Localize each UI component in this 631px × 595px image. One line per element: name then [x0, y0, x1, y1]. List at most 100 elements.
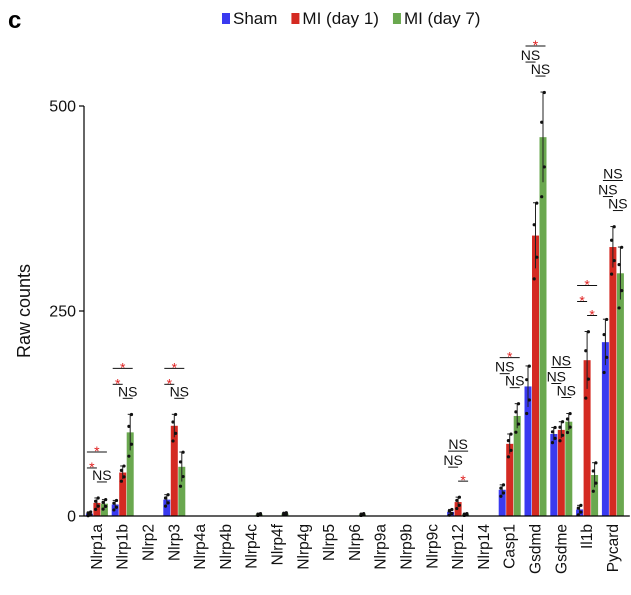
data-point — [586, 330, 591, 334]
data-point — [86, 511, 90, 515]
significance-star: * — [579, 293, 585, 309]
legend-label-2: MI (day 7) — [404, 9, 481, 28]
data-point — [550, 430, 555, 434]
significance-star: * — [533, 37, 539, 53]
data-point — [119, 479, 123, 483]
data-point — [501, 483, 506, 487]
x-category-label: Gsdme — [553, 524, 570, 574]
data-point — [561, 433, 565, 437]
data-point — [532, 223, 536, 227]
data-point — [535, 201, 539, 205]
significance-star: * — [172, 359, 178, 375]
data-point — [447, 509, 451, 513]
data-point — [174, 431, 178, 435]
x-category-label: Nlrp4f — [270, 523, 287, 565]
bar-Nlrp1b-2 — [126, 432, 134, 516]
data-point — [94, 507, 98, 511]
significance-star: * — [584, 277, 590, 293]
data-point — [114, 498, 119, 503]
significance-ns: NS — [521, 47, 540, 63]
data-point — [558, 439, 562, 443]
data-point — [122, 475, 126, 479]
data-point — [359, 512, 363, 516]
data-point — [506, 438, 510, 443]
bars-layer — [84, 90, 630, 518]
significance-layer: **NS**NS**NSNSNS**NSNS*NSNSNSNSNS***NSNS… — [86, 37, 628, 488]
data-point — [506, 455, 510, 459]
y-tick-label: 250 — [49, 304, 76, 321]
data-point — [127, 424, 131, 429]
significance-ns: NS — [603, 166, 622, 182]
data-point — [568, 411, 572, 416]
data-point — [568, 425, 572, 429]
significance-star: * — [115, 375, 121, 391]
bar-Pycard-1 — [609, 247, 617, 517]
data-point — [532, 277, 536, 281]
x-category-label: Nlrp6 — [347, 524, 364, 561]
x-category-label: Nlrp1a — [89, 524, 106, 570]
data-point — [605, 355, 609, 359]
data-point — [96, 496, 100, 500]
legend-swatch-1 — [291, 13, 300, 24]
data-point — [527, 398, 531, 402]
x-category-label: Nlrp14 — [476, 524, 493, 570]
x-category-label: Gsdmd — [528, 524, 545, 574]
data-point — [586, 377, 591, 381]
data-point — [171, 420, 175, 424]
data-point — [112, 501, 116, 505]
x-axis-categories: Nlrp1a Nlrp1b Nlrp2 Nlrp3 Nlrp4a Nlrp4b Nlrp4c… — [89, 523, 622, 574]
data-point — [166, 501, 170, 505]
data-point — [514, 410, 518, 414]
data-point — [119, 468, 123, 472]
x-category-label: Nlrp3 — [166, 524, 183, 561]
data-point — [584, 396, 588, 400]
data-point — [610, 238, 614, 242]
data-point — [450, 511, 454, 516]
data-point — [535, 255, 539, 259]
significance-ns: NS — [118, 383, 137, 399]
data-point — [584, 349, 588, 353]
bar-Gsdmd-1 — [532, 235, 539, 516]
data-point — [129, 442, 134, 446]
panel-label: c — [8, 7, 21, 34]
x-category-label: Nlrp9c — [424, 524, 441, 569]
data-point — [516, 402, 521, 406]
x-category-label: Nlrp4b — [218, 524, 235, 570]
data-point — [558, 425, 562, 429]
x-category-label: Pycard — [605, 524, 622, 572]
bar-Pycard-0 — [601, 342, 609, 516]
data-point — [514, 430, 518, 434]
x-category-label: Nlrp1b — [115, 524, 132, 570]
bar-Gsdmd-2 — [539, 137, 547, 516]
data-point — [457, 495, 461, 499]
data-point — [591, 489, 595, 493]
data-point — [122, 464, 126, 468]
data-point — [612, 258, 616, 263]
data-point — [129, 412, 134, 417]
data-point — [612, 225, 616, 229]
significance-ns: NS — [608, 196, 627, 212]
bar-Il1b-2 — [591, 475, 599, 516]
data-point — [565, 430, 570, 435]
bar-Nlrp3-2 — [178, 466, 186, 516]
data-point — [620, 288, 624, 293]
data-point — [594, 481, 598, 485]
data-point — [112, 508, 116, 512]
significance-star: * — [94, 443, 100, 459]
data-point — [96, 504, 100, 508]
data-point — [101, 507, 105, 511]
data-point — [550, 441, 555, 445]
data-point — [101, 500, 105, 504]
bar-Gsdmd-0 — [524, 386, 532, 516]
data-point — [591, 469, 595, 473]
significance-star: * — [460, 472, 466, 488]
data-point — [282, 511, 286, 515]
bar-Gsdme-1 — [557, 429, 565, 516]
significance-ns: NS — [557, 383, 576, 399]
data-point — [553, 436, 557, 440]
data-point — [579, 503, 583, 507]
bar-Nlrp3-1 — [170, 425, 178, 516]
y-axis: 0 250 500 — [49, 99, 85, 526]
significance-star: * — [507, 349, 513, 365]
bar-Gsdme-2 — [565, 421, 573, 516]
